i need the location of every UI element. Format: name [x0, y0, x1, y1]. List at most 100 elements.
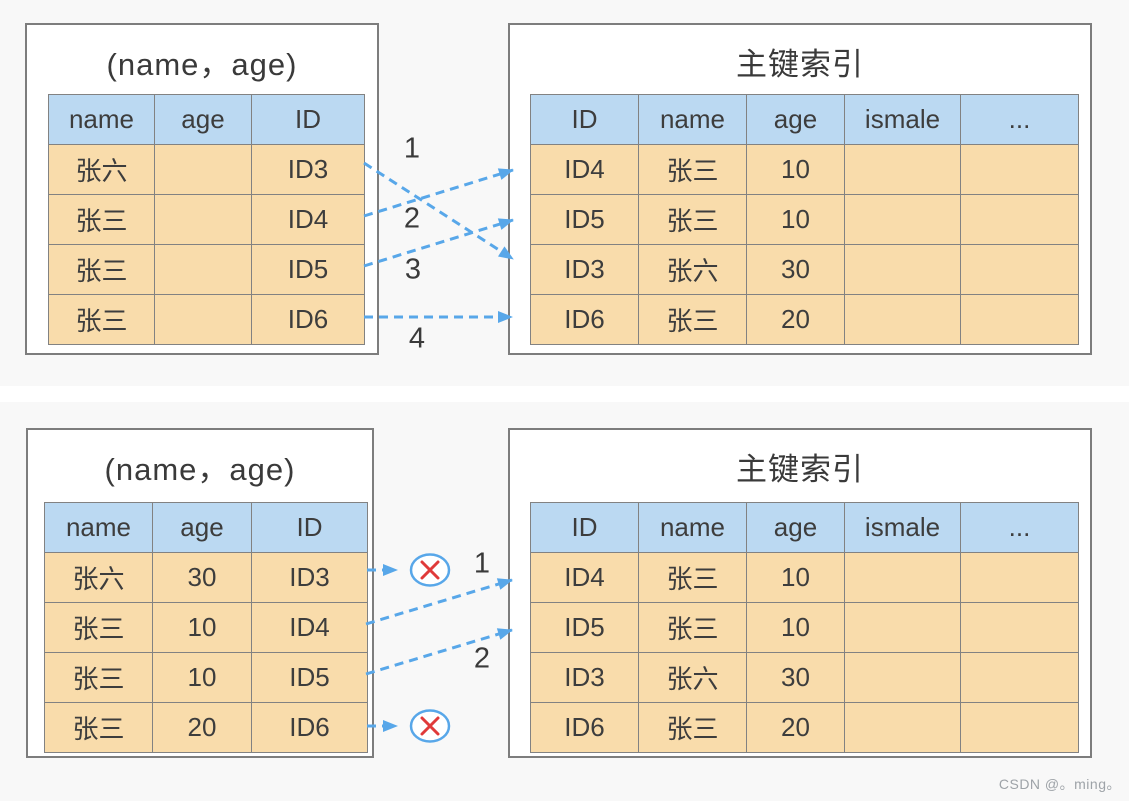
- table-row: ID6 张三 20: [530, 294, 1079, 345]
- cell: [844, 244, 961, 295]
- cell: 张三: [638, 552, 747, 603]
- cell: [844, 702, 961, 753]
- cell: 30: [152, 552, 252, 603]
- cell: ID3: [530, 652, 639, 703]
- cell: [844, 294, 961, 345]
- table-title: 主键索引: [736, 452, 864, 487]
- cell: [154, 294, 252, 345]
- cell: 10: [746, 194, 845, 245]
- table-title: (name，age): [106, 47, 298, 82]
- cell: [960, 602, 1079, 653]
- arrow-step-label: 4: [408, 322, 426, 355]
- primary-key-index-table-bottom: ID name age ismale ... ID4 张三 10 ID5 张: [530, 502, 1079, 753]
- arrow-step-label: 1: [473, 547, 491, 580]
- header-row: name age ID: [44, 502, 368, 553]
- table-title: 主键索引: [736, 47, 864, 82]
- table-row: 张三 10 ID4: [44, 602, 368, 653]
- cell: ID4: [530, 552, 639, 603]
- column-header: name: [638, 502, 747, 553]
- column-header: ID: [530, 502, 639, 553]
- arrow-step-label: 1: [403, 132, 421, 165]
- column-header: ID: [530, 94, 639, 145]
- cell: 张六: [638, 244, 747, 295]
- cell: ID4: [251, 194, 365, 245]
- column-header: name: [48, 94, 155, 145]
- cell: 张三: [638, 144, 747, 195]
- cell: 张三: [48, 294, 155, 345]
- cell: ID4: [530, 144, 639, 195]
- cell: ID3: [251, 552, 368, 603]
- cell: [960, 702, 1079, 753]
- cell: ID4: [251, 602, 368, 653]
- cell: [960, 294, 1079, 345]
- cell: ID3: [530, 244, 639, 295]
- cell: ID5: [530, 194, 639, 245]
- cell: ID3: [251, 144, 365, 195]
- cell: 20: [746, 702, 845, 753]
- cell: [154, 194, 252, 245]
- section-divider: [0, 386, 1129, 402]
- panel-primary-key-index-bottom: 主键索引 ID name age ismale ... ID4 张三 10: [508, 428, 1092, 758]
- cell: 张六: [48, 144, 155, 195]
- primary-key-index-table-top: ID name age ismale ... ID4 张三 10 ID5 张: [530, 94, 1079, 345]
- cell: 张三: [638, 294, 747, 345]
- table-row: 张三 10 ID5: [44, 652, 368, 703]
- composite-index-table-top: name age ID 张六 ID3 张三 ID4 张三: [48, 94, 365, 345]
- column-header: ismale: [844, 502, 961, 553]
- cell: 张三: [48, 194, 155, 245]
- column-header: age: [746, 502, 845, 553]
- lookup-arrow-top-id3: [363, 161, 514, 261]
- cell: 30: [746, 652, 845, 703]
- panel-composite-index-bottom: (name，age) name age ID 张六 30 ID3 张三 10: [26, 428, 374, 758]
- panel-primary-key-index-top: 主键索引 ID name age ismale ... ID4 张三 10: [508, 23, 1092, 355]
- lookup-arrow-bottom-id4: [365, 578, 513, 626]
- lookup-arrow-top-id5: [363, 218, 514, 268]
- cell: [154, 144, 252, 195]
- header-row: name age ID: [48, 94, 365, 145]
- table-row: 张三 20 ID6: [44, 702, 368, 753]
- table-row: 张六 ID3: [48, 144, 365, 195]
- x-icon: [420, 560, 440, 580]
- cell: 张三: [638, 602, 747, 653]
- panel-composite-index-top: (name，age) name age ID 张六 ID3 张三: [25, 23, 379, 355]
- table-row: ID3 张六 30: [530, 244, 1079, 295]
- column-header: name: [638, 94, 747, 145]
- arrow-step-label: 2: [403, 202, 421, 235]
- column-header: ...: [960, 502, 1079, 553]
- cell: ID5: [530, 602, 639, 653]
- table-row: 张六 30 ID3: [44, 552, 368, 603]
- table-row: ID3 张六 30: [530, 652, 1079, 703]
- table-row: ID5 张三 10: [530, 194, 1079, 245]
- watermark: CSDN @。ming。: [998, 776, 1121, 792]
- cell: ID6: [530, 702, 639, 753]
- header-row: ID name age ismale ...: [530, 502, 1079, 553]
- table-row: 张三 ID4: [48, 194, 365, 245]
- lookup-arrow-bottom-id5: [365, 628, 513, 676]
- cell: ID5: [251, 652, 368, 703]
- cell: [844, 552, 961, 603]
- table-row: ID6 张三 20: [530, 702, 1079, 753]
- cell: 20: [152, 702, 252, 753]
- table-row: ID4 张三 10: [530, 552, 1079, 603]
- cell: [960, 194, 1079, 245]
- x-icon: [420, 716, 440, 736]
- column-header: ...: [960, 94, 1079, 145]
- reject-marker: [409, 709, 451, 743]
- column-header: ismale: [844, 94, 961, 145]
- column-header: age: [152, 502, 252, 553]
- table-row: 张三 ID6: [48, 294, 365, 345]
- cell: [960, 244, 1079, 295]
- column-header: name: [44, 502, 153, 553]
- cell: 10: [152, 602, 252, 653]
- composite-index-table-bottom: name age ID 张六 30 ID3 张三 10 ID4 张三: [44, 502, 368, 753]
- reject-marker: [409, 553, 451, 587]
- cell: [960, 652, 1079, 703]
- cell: 张六: [638, 652, 747, 703]
- cell: 张六: [44, 552, 153, 603]
- cell: 张三: [638, 702, 747, 753]
- lookup-arrow-top-id4: [363, 168, 514, 218]
- cell: 10: [746, 144, 845, 195]
- cell: [844, 652, 961, 703]
- cell: [960, 552, 1079, 603]
